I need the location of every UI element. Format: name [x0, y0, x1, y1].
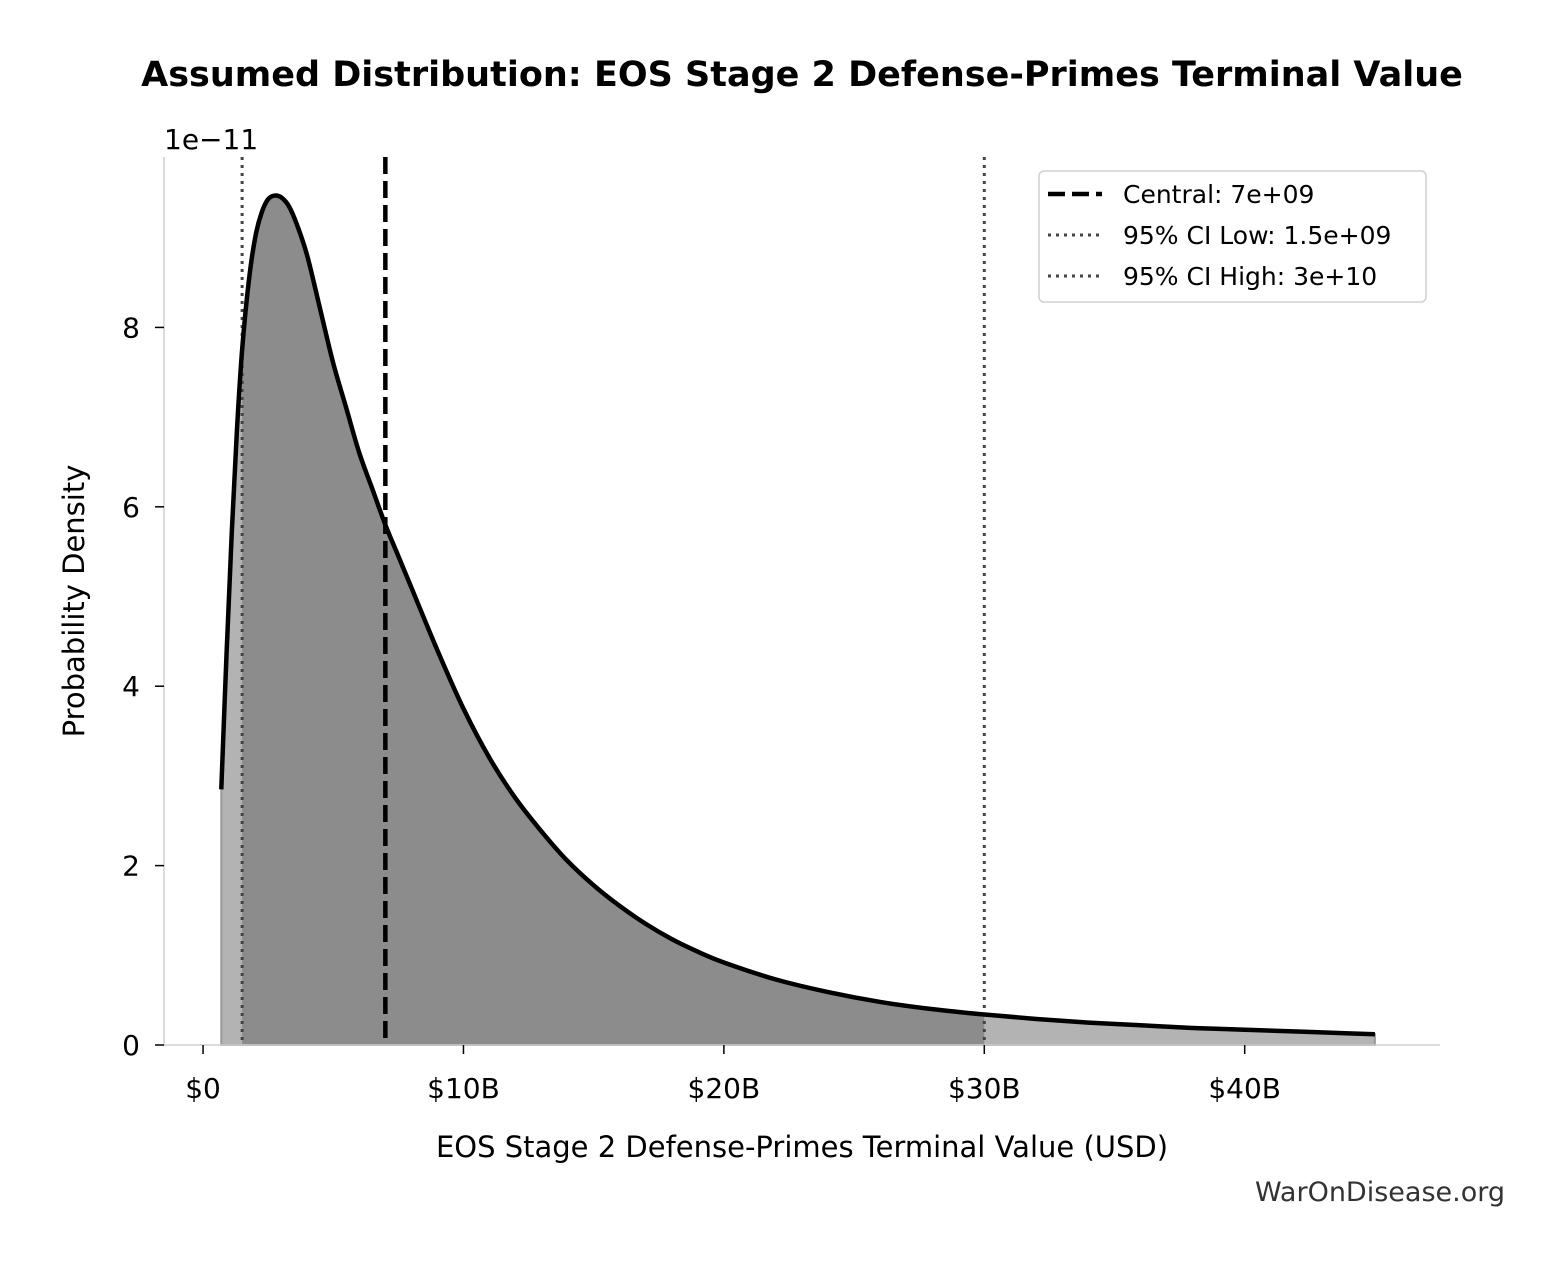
x-tick-label-0: $0	[185, 1072, 221, 1105]
legend-entry-3: 95% CI High: 3e+10	[1123, 262, 1377, 291]
watermark-text: WarOnDisease.org	[1255, 1177, 1505, 1208]
x-tick-label-2: $20B	[688, 1072, 761, 1105]
density-curve-group	[219, 193, 1375, 1037]
x-tick-label-4: $40B	[1208, 1072, 1281, 1105]
legend-entry-2: 95% CI Low: 1.5e+09	[1123, 221, 1391, 250]
reference-lines-group	[240, 157, 986, 1045]
y-tick-label-1: 2	[122, 850, 140, 883]
x-tick-label-3: $30B	[948, 1072, 1021, 1105]
y-tick-label-2: 4	[122, 670, 140, 703]
legend-box	[1038, 170, 1427, 303]
chart-title: Assumed Distribution: EOS Stage 2 Defens…	[141, 55, 1463, 95]
y-ticks-group: 0 2 4 6 8	[122, 311, 164, 1062]
y-offset-label: 1e−11	[164, 123, 258, 156]
density-curve-line	[219, 193, 1375, 1037]
x-axis-label: EOS Stage 2 Defense-Primes Terminal Valu…	[436, 1130, 1168, 1164]
density-fill-group	[220, 194, 1376, 1046]
x-tick-label-1: $10B	[427, 1072, 500, 1105]
legend-entry-1: Central: 7e+09	[1123, 180, 1314, 209]
y-tick-label-0: 0	[122, 1029, 140, 1062]
y-tick-label-3: 6	[122, 491, 140, 524]
x-ticks-group: $0 $10B $20B $30B $40B	[185, 1045, 1281, 1105]
density-fill-ci	[242, 195, 985, 1045]
legend: Central: 7e+09 95% CI Low: 1.5e+09 95% CI …	[1038, 170, 1427, 303]
y-tick-label-4: 8	[122, 311, 140, 344]
y-axis-label: Probability Density	[57, 465, 91, 738]
axes-group	[163, 157, 1440, 1046]
